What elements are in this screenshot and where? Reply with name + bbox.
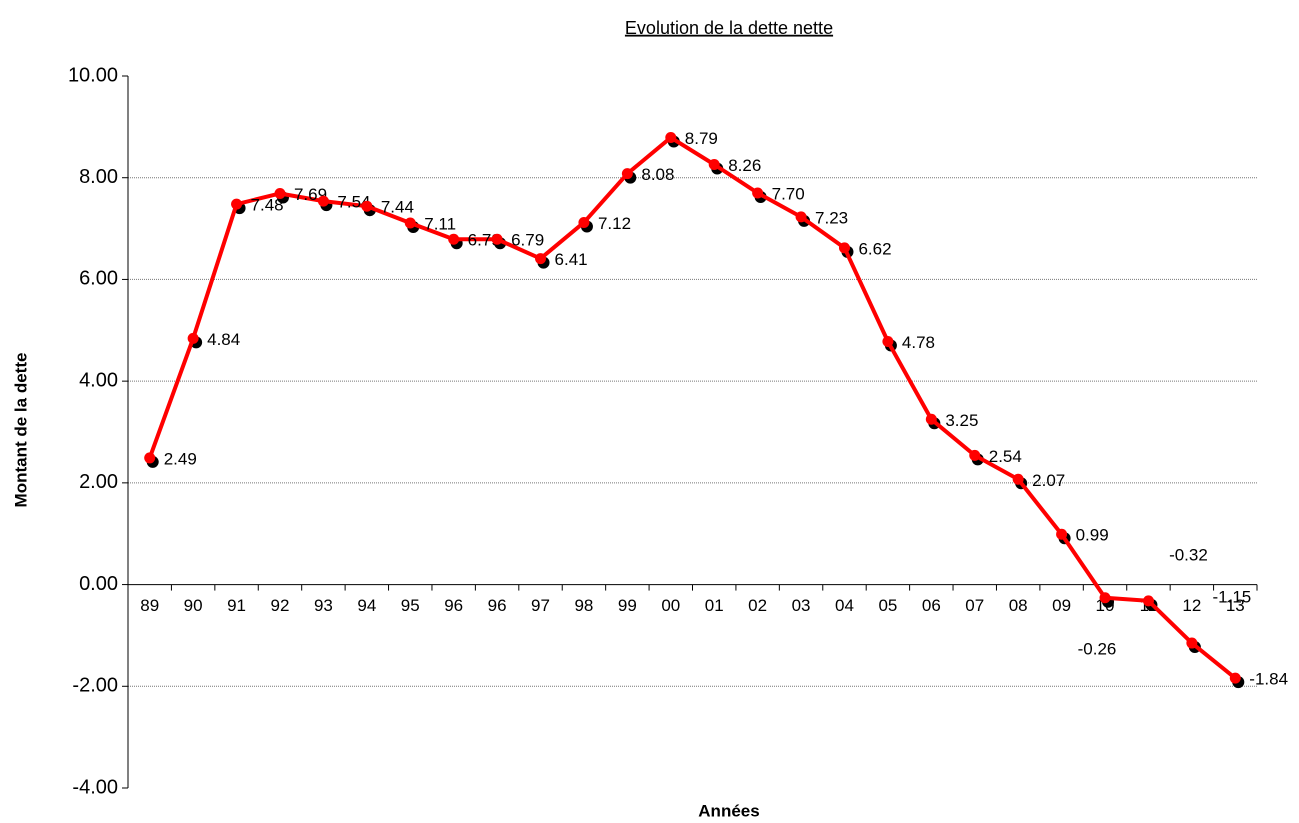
data-label: 4.78 — [902, 333, 935, 352]
y-tick-label: -2.00 — [72, 675, 118, 697]
data-label: 7.23 — [815, 208, 848, 227]
marker — [665, 132, 677, 144]
marker — [1229, 672, 1241, 684]
marker — [621, 168, 633, 180]
x-tick-label: 99 — [618, 596, 637, 615]
x-axis-title: Années — [698, 801, 759, 820]
marker — [708, 158, 720, 170]
x-tick-label: 89 — [140, 596, 159, 615]
x-tick-label: 96 — [444, 596, 463, 615]
data-label: -1.15 — [1212, 588, 1251, 607]
marker — [578, 216, 590, 228]
marker — [448, 233, 460, 245]
y-tick-label: -4.00 — [72, 776, 118, 798]
marker — [838, 242, 850, 254]
data-label: -0.32 — [1169, 545, 1208, 564]
y-tick-label: 2.00 — [79, 471, 118, 493]
x-tick-label: 98 — [574, 596, 593, 615]
data-label: 2.54 — [989, 447, 1022, 466]
marker — [1056, 528, 1068, 540]
marker — [231, 198, 243, 210]
data-label: 3.25 — [945, 411, 978, 430]
data-label: 2.07 — [1032, 471, 1065, 490]
data-label: -0.26 — [1078, 639, 1117, 658]
marker — [491, 233, 503, 245]
data-label: 0.99 — [1076, 526, 1109, 545]
y-tick-label: 8.00 — [79, 166, 118, 188]
data-label: 6.79 — [468, 231, 501, 250]
marker — [969, 449, 981, 461]
marker — [1012, 473, 1024, 485]
y-tick-label: 6.00 — [79, 268, 118, 290]
x-tick-label: 01 — [705, 596, 724, 615]
y-tick-label: 0.00 — [79, 573, 118, 595]
x-tick-label: 97 — [531, 596, 550, 615]
marker — [795, 211, 807, 223]
x-tick-label: 09 — [1052, 596, 1071, 615]
y-axis-title: Montant de la dette — [11, 353, 30, 508]
x-tick-label: 06 — [922, 596, 941, 615]
data-label: 6.62 — [858, 239, 891, 258]
marker — [144, 452, 156, 464]
data-label: 7.44 — [381, 198, 414, 217]
marker — [925, 413, 937, 425]
y-tick-label: 4.00 — [79, 369, 118, 391]
x-tick-label: 04 — [835, 596, 854, 615]
marker — [882, 335, 894, 347]
x-tick-label: 08 — [1009, 596, 1028, 615]
x-tick-label: 03 — [792, 596, 811, 615]
x-tick-label: 07 — [965, 596, 984, 615]
x-tick-label: 92 — [271, 596, 290, 615]
x-tick-label: 12 — [1182, 596, 1201, 615]
data-label: 2.49 — [164, 449, 197, 468]
x-tick-label: 05 — [878, 596, 897, 615]
x-tick-label: 13 — [1226, 596, 1245, 615]
x-tick-label: 96 — [488, 596, 507, 615]
x-tick-label: 00 — [661, 596, 680, 615]
x-tick-label: 94 — [357, 596, 376, 615]
marker — [752, 187, 764, 199]
x-tick-label: 93 — [314, 596, 333, 615]
data-label: 7.48 — [251, 196, 284, 215]
marker — [535, 253, 547, 265]
data-label: 8.79 — [685, 129, 718, 148]
data-label: 7.70 — [772, 184, 805, 203]
marker — [361, 200, 373, 212]
x-tick-label: 90 — [184, 596, 203, 615]
marker — [404, 217, 416, 229]
x-tick-label: 02 — [748, 596, 767, 615]
marker — [274, 187, 286, 199]
line — [147, 135, 1237, 680]
chart-title: Evolution de la dette nette — [625, 18, 833, 38]
x-tick-label: 95 — [401, 596, 420, 615]
data-label: 6.79 — [511, 231, 544, 250]
data-label: 8.08 — [641, 165, 674, 184]
data-label: 4.84 — [207, 330, 240, 349]
data-label: 8.26 — [728, 156, 761, 175]
marker — [1142, 595, 1154, 607]
marker — [1186, 637, 1198, 649]
marker — [187, 332, 199, 344]
data-label: 7.11 — [424, 214, 456, 233]
data-label: 6.41 — [555, 250, 588, 269]
marker — [1099, 592, 1111, 604]
x-tick-label: 91 — [227, 596, 246, 615]
marker — [317, 195, 329, 207]
data-label: 7.12 — [598, 214, 631, 233]
y-tick-label: 10.00 — [68, 64, 118, 86]
data-label: -1.84 — [1249, 670, 1288, 689]
